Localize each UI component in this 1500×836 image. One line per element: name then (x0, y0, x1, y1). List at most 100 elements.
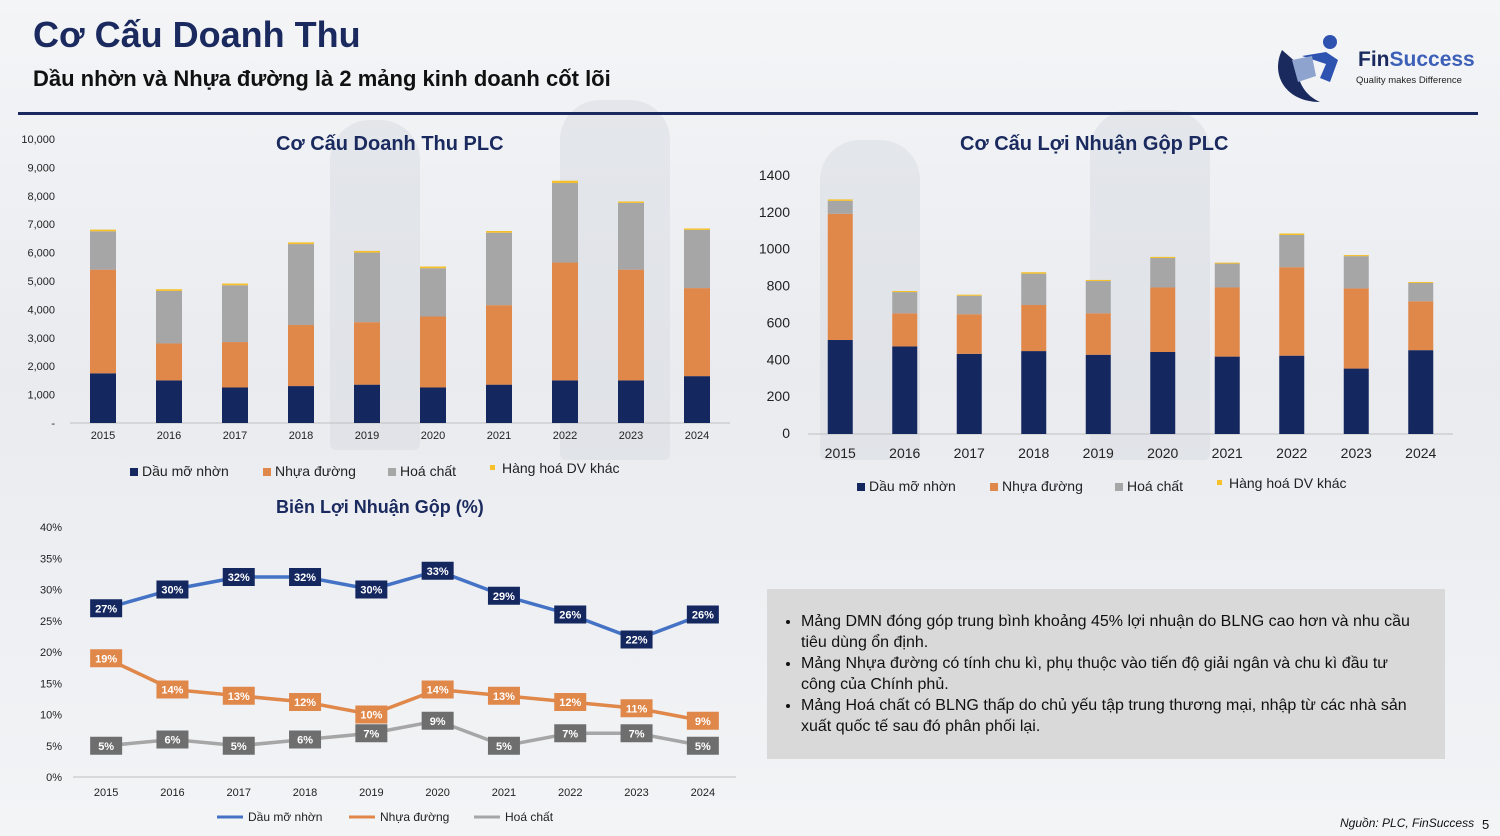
bar-segment-3 (956, 295, 982, 315)
data-label-box (355, 580, 388, 599)
data-label-box (686, 605, 719, 624)
bar-segment-2 (420, 316, 446, 388)
commentary-item: Mảng Nhựa đường có tính chu kì, phụ thuộ… (801, 653, 1419, 695)
y-tick-label: 0% (46, 772, 62, 784)
bar-segment-1 (156, 380, 182, 423)
bar-segment-4 (156, 289, 182, 291)
bar-segment-2 (1214, 287, 1240, 357)
bar-segment-2 (354, 322, 380, 385)
bar-segment-1 (1279, 355, 1305, 434)
bar-segment-3 (892, 292, 918, 314)
data-label-box (355, 705, 388, 724)
data-label-box (222, 568, 255, 586)
bar-segment-3 (1021, 273, 1047, 305)
data-label-box (554, 724, 587, 743)
bar-segment-3 (1408, 282, 1434, 302)
legend-label: Hoá chất (400, 463, 456, 479)
series-line-1 (105, 568, 704, 642)
y-tick-label: 1200 (759, 204, 790, 220)
x-tick-label: 2016 (889, 445, 920, 461)
bar-segment-4 (1408, 281, 1434, 283)
data-label-box (222, 686, 255, 705)
logo-tagline: Quality makes Difference (1356, 75, 1462, 86)
bar-segment-1 (486, 384, 512, 423)
y-tick-label: 9,000 (27, 162, 55, 174)
data-label: 13% (493, 691, 515, 703)
legend-label: Hàng hoá DV khác (502, 460, 620, 476)
bar-segment-3 (486, 232, 512, 306)
y-tick-label: 1,000 (27, 390, 55, 402)
bar-segment-4 (892, 290, 918, 293)
bar-segment-4 (486, 231, 512, 233)
y-tick-label: 1400 (759, 167, 790, 183)
data-label: 33% (427, 566, 449, 578)
y-tick-label: 200 (767, 388, 791, 404)
bar-segment-3 (618, 202, 644, 270)
x-tick-label: 2020 (425, 787, 449, 799)
revenue-structure-chart: - 1,000 2,000 3,000 4,000 5,000 6,000 7,000 8,00… (21, 134, 730, 479)
bar-segment-4 (1021, 272, 1047, 274)
data-label-box (289, 568, 322, 586)
legend-swatch (130, 468, 138, 476)
y-tick-label: 3,000 (27, 333, 55, 345)
bar-segment-1 (288, 386, 314, 423)
data-label: 27% (95, 603, 117, 615)
data-label: 5% (98, 741, 114, 753)
bar-segment-1 (1150, 351, 1176, 434)
y-tick-label: 10% (40, 710, 62, 722)
bar-segment-1 (684, 376, 710, 423)
x-tick-label: 2015 (825, 445, 856, 461)
data-label-box (156, 730, 189, 749)
y-tick-label: 600 (767, 314, 791, 330)
bar-segment-2 (222, 342, 248, 388)
background-figure (560, 100, 670, 460)
gross-margin-chart: 0% 5% 10% 15% 20% 25% 30% 35% 40% 2015 2016 2017 201… (40, 522, 736, 824)
series-line-2 (105, 656, 704, 723)
bar-segment-3 (1279, 234, 1305, 268)
data-label: 12% (294, 697, 316, 709)
y-tick-label: 4,000 (27, 304, 55, 316)
data-label-box (421, 680, 454, 699)
x-tick-label: 2016 (160, 787, 184, 799)
page-title: Cơ Cấu Doanh Thu (33, 14, 361, 55)
data-label: 14% (427, 685, 449, 697)
legend-label: Nhựa đường (380, 810, 449, 824)
x-tick-label: 2015 (91, 430, 115, 442)
x-tick-label: 2019 (355, 430, 379, 442)
legend-label: Dầu mỡ nhờn (248, 810, 322, 824)
x-tick-label: 2017 (954, 445, 985, 461)
commentary-list: Mảng DMN đóng góp trung bình khoảng 45% … (767, 589, 1445, 737)
bar-segment-4 (288, 242, 314, 245)
data-label-box (289, 693, 322, 711)
data-label-box (90, 736, 123, 755)
revenue-chart-title: Cơ Cấu Doanh Thu PLC (276, 133, 504, 155)
data-label: 14% (161, 685, 183, 697)
bar-segment-1 (956, 353, 982, 434)
y-tick-label: 1000 (759, 241, 790, 257)
data-label: 11% (626, 703, 648, 715)
bar-segment-4 (1343, 255, 1369, 257)
data-label: 29% (493, 591, 515, 603)
data-label: 32% (228, 572, 250, 584)
bar-segment-4 (1150, 256, 1176, 259)
legend-label: Dầu mỡ nhờn (869, 478, 956, 494)
data-label-box (222, 736, 255, 755)
x-tick-label: 2019 (1083, 445, 1114, 461)
bar-segment-3 (354, 252, 380, 323)
y-tick-label: 5,000 (27, 276, 55, 288)
bar-segment-2 (1021, 305, 1047, 352)
data-label: 5% (695, 741, 711, 753)
data-label: 9% (430, 716, 446, 728)
data-label: 13% (228, 691, 250, 703)
bar-segment-2 (1150, 287, 1176, 352)
data-label: 5% (496, 741, 512, 753)
legend-swatch (388, 468, 396, 476)
y-tick-label: 8,000 (27, 191, 55, 203)
x-tick-label: 2024 (691, 787, 715, 799)
bar-segment-4 (684, 228, 710, 230)
data-label: 7% (629, 728, 645, 740)
bar-segment-1 (892, 346, 918, 434)
bar-segment-4 (618, 201, 644, 203)
bar-segment-4 (552, 180, 578, 184)
x-tick-label: 2022 (1276, 445, 1307, 461)
